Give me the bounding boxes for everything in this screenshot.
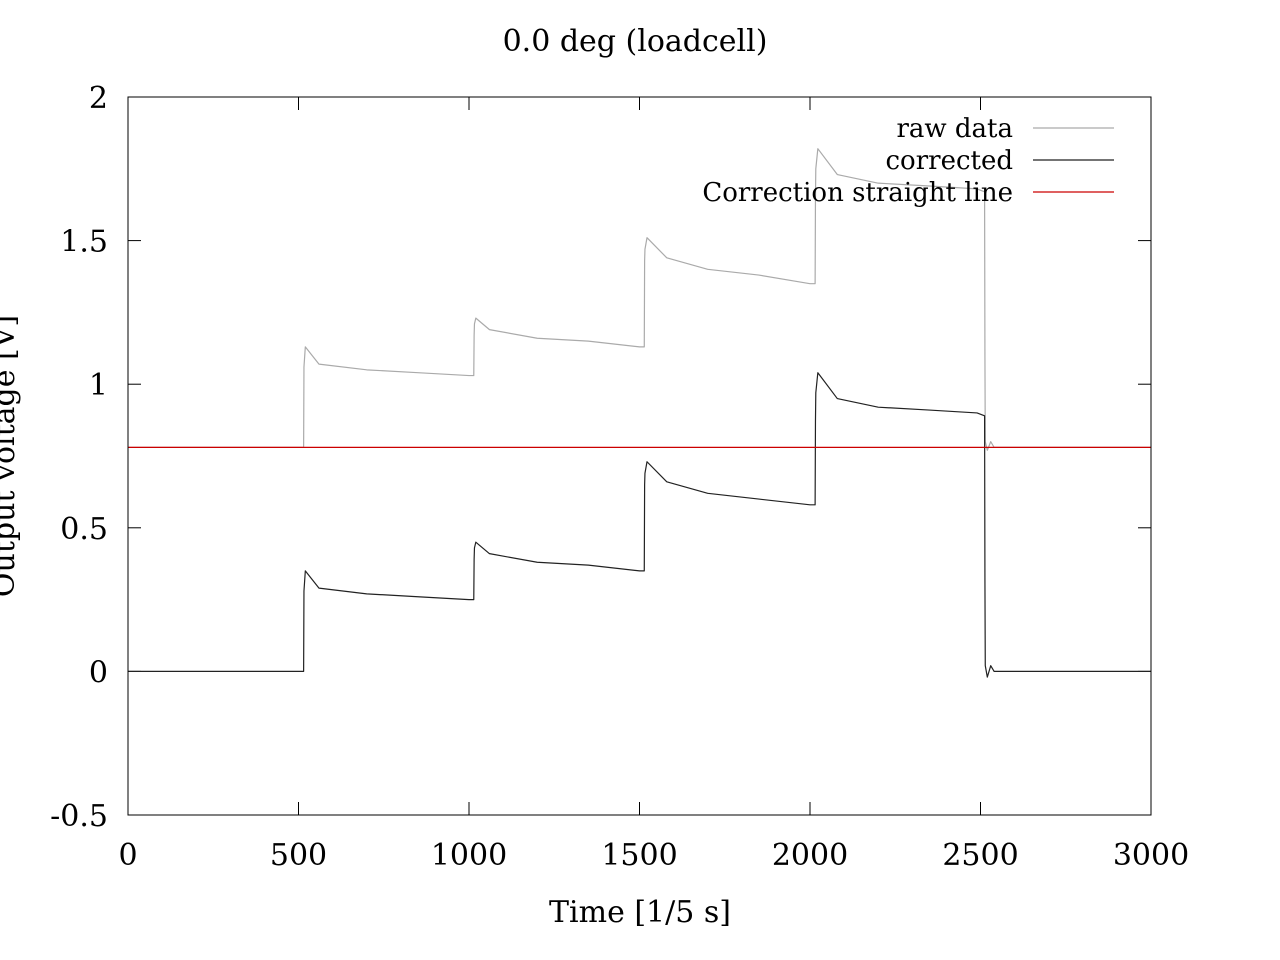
y-tick-label: 0 <box>89 655 108 690</box>
series-line-corrected <box>128 372 1151 678</box>
x-tick-label: 1500 <box>601 838 677 873</box>
x-tick-labels: 0 500 1000 1500 2000 2500 3000 <box>118 838 1189 873</box>
plot-series <box>128 148 1151 678</box>
y-tick-label: 0.5 <box>60 512 108 547</box>
x-tick-label: 3000 <box>1113 838 1189 873</box>
y-tick-labels: -0.5 0 0.5 1 1.5 2 <box>50 81 108 834</box>
x-tick-label: 2000 <box>772 838 848 873</box>
legend-label-corrected: corrected <box>886 146 1014 176</box>
plot-frame <box>127 96 1152 816</box>
y-tick-label: -0.5 <box>50 799 108 834</box>
y-tick-label: 1.5 <box>60 225 108 260</box>
y-axis-label: Output voltage [V] <box>0 315 22 597</box>
series-line-raw-data <box>128 148 1151 451</box>
x-tick-label: 500 <box>270 838 327 873</box>
legend-label-correction-straight-line: Correction straight line <box>702 178 1013 208</box>
legend-label-raw-data: raw data <box>896 114 1013 144</box>
x-axis-label: Time [1/5 s] <box>549 895 731 930</box>
x-tick-label: 0 <box>118 838 137 873</box>
x-tick-label: 1000 <box>431 838 507 873</box>
y-tick-label: 2 <box>89 81 108 116</box>
y-tick-label: 1 <box>89 368 108 403</box>
chart-title: 0.0 deg (loadcell) <box>503 24 768 59</box>
x-tick-label: 2500 <box>942 838 1018 873</box>
